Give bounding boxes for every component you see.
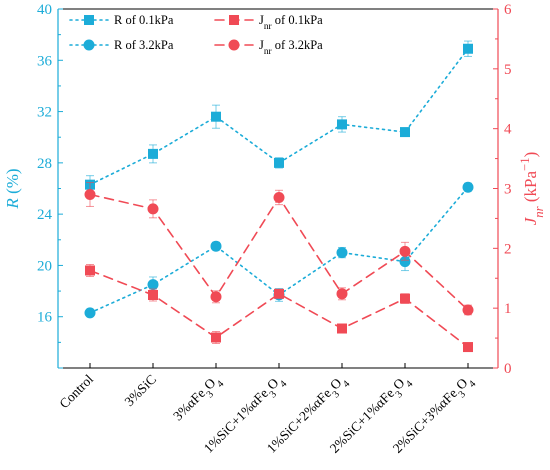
data-point xyxy=(462,181,474,193)
right-tick-label: 2 xyxy=(504,241,512,257)
right-axis-title: Jnr (kPa−1) xyxy=(518,152,546,226)
x-tick-label: 3%SiC xyxy=(121,372,159,410)
axes: 16 20 24 28 32 36 40 0 1 2 3 4 5 6 Control 3%SiC 3%αFe3O… xyxy=(37,2,512,456)
legend-marker xyxy=(229,15,239,25)
data-point xyxy=(148,148,158,159)
right-tick-label: 6 xyxy=(504,2,512,18)
series-jnr-of-3-2kpa xyxy=(84,182,474,316)
data-point xyxy=(147,279,159,291)
data-point xyxy=(399,256,411,268)
data-point xyxy=(463,43,473,54)
x-tick-label: 3%αFe3O4 xyxy=(170,372,226,428)
axis-labels: R (%) Jnr (kPa−1) xyxy=(3,152,546,226)
data-point xyxy=(211,332,221,343)
legend-label: Jnr of 0.1kPa xyxy=(259,13,323,32)
legend-marker xyxy=(84,15,94,25)
series-line xyxy=(89,269,469,348)
series-jnr-of-0-1kpa xyxy=(85,263,473,353)
left-tick-label: 40 xyxy=(37,2,52,18)
right-tick-label: 0 xyxy=(504,361,512,377)
data-point xyxy=(210,291,222,303)
right-tick-label: 3 xyxy=(504,182,512,198)
data-point xyxy=(337,119,347,130)
left-tick-label: 16 xyxy=(37,310,53,326)
data-point xyxy=(84,188,96,200)
data-point xyxy=(336,247,348,259)
left-tick-label: 20 xyxy=(37,258,52,274)
data-point xyxy=(337,323,347,334)
left-tick-label: 24 xyxy=(37,207,53,223)
data-point xyxy=(462,304,474,316)
left-tick-label: 36 xyxy=(37,53,53,69)
data-point xyxy=(85,265,95,276)
data-point xyxy=(84,307,96,319)
legend-label: R of 3.2kPa xyxy=(114,38,174,52)
data-point xyxy=(210,240,222,252)
data-point xyxy=(211,111,221,122)
right-tick-label: 5 xyxy=(504,62,512,78)
x-tick-label: Control xyxy=(56,371,96,411)
data-point xyxy=(147,203,159,215)
series-layer xyxy=(84,40,474,353)
data-point xyxy=(463,342,473,353)
legend-marker xyxy=(83,39,95,51)
legend-label: R of 0.1kPa xyxy=(114,13,174,27)
right-tick-label: 1 xyxy=(504,301,512,317)
data-point xyxy=(336,288,348,300)
legend-label: Jnr of 3.2kPa xyxy=(259,38,323,57)
data-point xyxy=(400,293,410,304)
left-tick-label: 32 xyxy=(37,105,52,121)
data-point xyxy=(400,127,410,138)
series-r-of-0-1kpa xyxy=(85,40,473,195)
data-point xyxy=(274,288,284,299)
left-axis-title: R (%) xyxy=(3,168,22,209)
data-point xyxy=(274,157,284,168)
legend-marker xyxy=(228,39,240,51)
left-tick-label: 28 xyxy=(37,156,52,172)
data-point xyxy=(273,191,285,203)
legend: R of 0.1kPa R of 3.2kPa Jnr of 0.1kPa Jnr o… xyxy=(69,13,323,57)
data-point xyxy=(399,245,411,257)
right-tick-label: 4 xyxy=(504,122,512,138)
data-point xyxy=(148,290,158,301)
